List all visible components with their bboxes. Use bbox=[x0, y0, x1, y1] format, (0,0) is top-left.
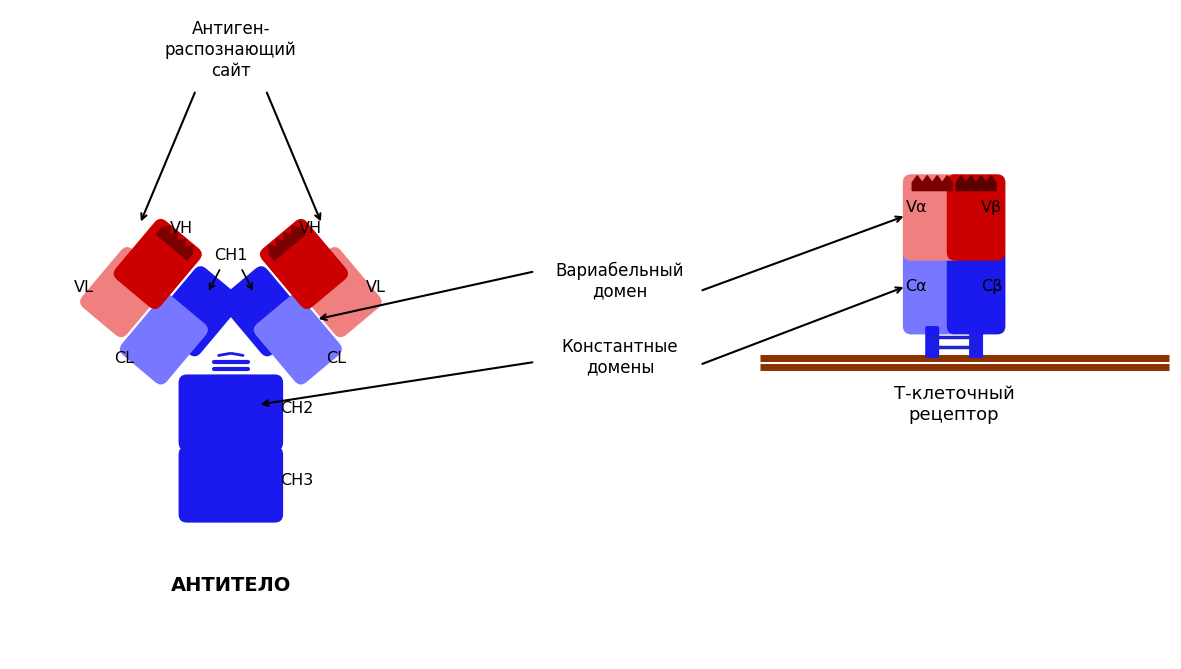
FancyBboxPatch shape bbox=[925, 326, 939, 358]
Text: VL: VL bbox=[74, 280, 94, 294]
FancyBboxPatch shape bbox=[293, 247, 381, 337]
Text: CL: CL bbox=[326, 351, 346, 367]
FancyBboxPatch shape bbox=[224, 375, 283, 451]
Text: Vβ: Vβ bbox=[981, 200, 1003, 215]
Text: CH2: CH2 bbox=[280, 401, 313, 416]
Text: CL: CL bbox=[115, 351, 133, 367]
FancyBboxPatch shape bbox=[80, 247, 168, 337]
FancyBboxPatch shape bbox=[970, 326, 983, 358]
FancyBboxPatch shape bbox=[224, 446, 283, 522]
Text: Т-клеточный
рецептор: Т-клеточный рецептор bbox=[894, 385, 1014, 423]
Text: Вариабельный
домен: Вариабельный домен bbox=[556, 262, 684, 301]
Polygon shape bbox=[957, 176, 996, 191]
FancyBboxPatch shape bbox=[113, 219, 202, 309]
FancyBboxPatch shape bbox=[254, 294, 342, 385]
Text: VH: VH bbox=[170, 221, 193, 236]
Text: CH3: CH3 bbox=[280, 473, 313, 488]
Text: Cα: Cα bbox=[906, 279, 927, 294]
Text: Антиген-
распознающий
сайт: Антиген- распознающий сайт bbox=[165, 20, 296, 80]
FancyBboxPatch shape bbox=[178, 375, 237, 451]
Polygon shape bbox=[269, 226, 305, 260]
Text: CH1: CH1 bbox=[214, 248, 248, 264]
FancyBboxPatch shape bbox=[947, 174, 1005, 261]
FancyBboxPatch shape bbox=[178, 446, 237, 522]
FancyBboxPatch shape bbox=[260, 219, 348, 309]
FancyBboxPatch shape bbox=[902, 248, 961, 334]
FancyBboxPatch shape bbox=[220, 266, 308, 357]
Text: АНТИТЕЛО: АНТИТЕЛО bbox=[171, 577, 291, 595]
FancyBboxPatch shape bbox=[119, 294, 208, 385]
FancyBboxPatch shape bbox=[947, 248, 1005, 334]
Polygon shape bbox=[912, 176, 952, 191]
Text: Константные
домены: Константные домены bbox=[562, 337, 678, 376]
Text: VL: VL bbox=[365, 280, 385, 294]
Text: VH: VH bbox=[299, 221, 322, 236]
Text: Vα: Vα bbox=[906, 200, 927, 215]
Polygon shape bbox=[157, 226, 193, 260]
FancyBboxPatch shape bbox=[154, 266, 242, 357]
Text: Cβ: Cβ bbox=[981, 279, 1003, 294]
FancyBboxPatch shape bbox=[902, 174, 961, 261]
